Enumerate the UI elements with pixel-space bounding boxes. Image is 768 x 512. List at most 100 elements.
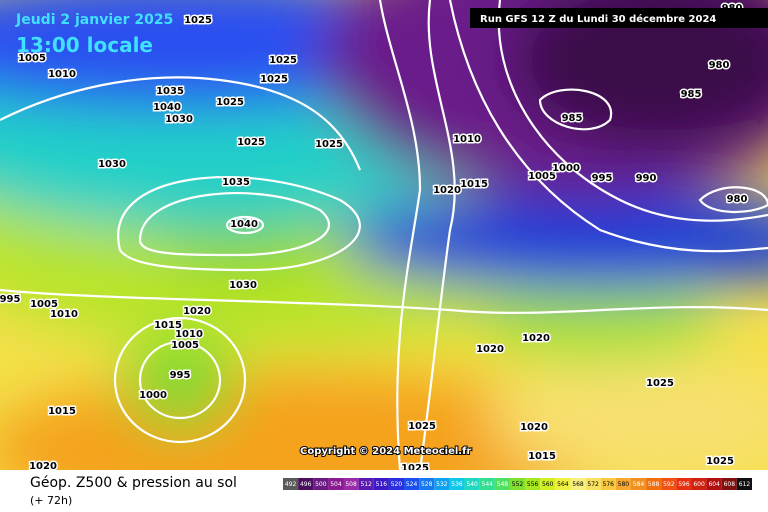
isobar-label: 1010 xyxy=(453,134,481,145)
legend-label: 492 xyxy=(285,481,297,488)
legend-swatch xyxy=(585,478,601,490)
legend-swatch xyxy=(313,478,329,490)
legend-swatch xyxy=(479,478,495,490)
footer-bg xyxy=(0,470,768,512)
isobar-label: 1025 xyxy=(646,378,674,389)
isobar-label: 1010 xyxy=(48,69,76,80)
legend-swatch xyxy=(494,478,510,490)
legend-label: 520 xyxy=(391,481,403,488)
isobar-label: 985 xyxy=(681,89,702,100)
isobar-label: 1010 xyxy=(50,309,78,320)
time-label: 13:00 locale xyxy=(16,33,153,57)
legend: 492 496 500 504 508 512 516 520 524 528 532 536 540 5… xyxy=(283,478,752,490)
legend-label: 544 xyxy=(482,481,494,488)
isobar-label: 1005 xyxy=(171,340,199,351)
legend-swatch xyxy=(646,478,662,490)
isobar-label: 1020 xyxy=(522,333,550,344)
legend-swatch xyxy=(600,478,616,490)
legend-label: 532 xyxy=(436,481,448,488)
legend-label: 572 xyxy=(587,481,599,488)
isobar-label: 995 xyxy=(0,294,20,305)
isobar-label: 1005 xyxy=(18,53,46,64)
isobar-label: 1035 xyxy=(156,86,184,97)
legend-label: 496 xyxy=(300,481,312,488)
legend-swatch xyxy=(404,478,420,490)
legend-swatch xyxy=(570,478,586,490)
isobar-label: 1040 xyxy=(153,102,181,113)
date-label: Jeudi 2 janvier 2025 xyxy=(15,12,173,28)
legend-swatch xyxy=(676,478,692,490)
isobar-label: 1025 xyxy=(408,421,436,432)
legend-label: 580 xyxy=(618,481,630,488)
run-label: Run GFS 12 Z du Lundi 30 décembre 2024 xyxy=(480,13,716,25)
legend-label: 564 xyxy=(557,481,569,488)
legend-label: 548 xyxy=(497,481,509,488)
legend-swatch xyxy=(630,478,647,490)
legend-label: 528 xyxy=(421,481,433,488)
isobar-label: 1005 xyxy=(30,299,58,310)
run-box xyxy=(470,8,768,28)
legend-swatch xyxy=(328,478,344,490)
isobar-label: 985 xyxy=(562,113,583,124)
legend-label: 500 xyxy=(315,481,327,488)
legend-label: 568 xyxy=(572,481,584,488)
legend-label: 540 xyxy=(466,481,478,488)
legend-label: 552 xyxy=(512,481,524,488)
legend-label: 592 xyxy=(663,481,675,488)
isobar-label: 1035 xyxy=(222,177,250,188)
legend-swatch xyxy=(434,478,450,490)
legend-swatch xyxy=(449,478,465,490)
legend-swatch xyxy=(736,478,752,490)
isobar-label: 1020 xyxy=(476,344,504,355)
legend-label: 556 xyxy=(527,481,539,488)
legend-label: 600 xyxy=(693,481,705,488)
isobar-label: 1015 xyxy=(528,451,556,462)
isobar-label: 1040 xyxy=(230,219,258,230)
isobar-label: 1015 xyxy=(154,320,182,331)
legend-label: 508 xyxy=(345,481,357,488)
isobar-label: 1025 xyxy=(237,137,265,148)
isobar-label: 1025 xyxy=(216,97,244,108)
legend-swatch xyxy=(706,478,722,490)
legend-label: 584 xyxy=(633,481,645,488)
legend-swatch xyxy=(555,478,571,490)
legend-swatch xyxy=(373,478,389,490)
isobar-label: 1025 xyxy=(260,74,288,85)
isobar-label: 980 xyxy=(727,194,748,205)
legend-label: 512 xyxy=(360,481,372,488)
isobar-labels: 1025 1005 1010 1025 1025 1035 1040 1025 … xyxy=(0,2,749,476)
legend-swatch xyxy=(540,478,556,490)
isobar-label: 1020 xyxy=(183,306,211,317)
legend-label: 504 xyxy=(330,481,342,488)
isobar-label: 980 xyxy=(709,60,730,71)
legend-label: 612 xyxy=(739,481,751,488)
legend-label: 524 xyxy=(406,481,418,488)
isobars xyxy=(0,0,768,471)
isobar-label: 1000 xyxy=(552,163,580,174)
legend-label: 516 xyxy=(376,481,388,488)
legend-swatch xyxy=(298,478,314,490)
isobar-label: 1030 xyxy=(165,114,193,125)
isobar-label: 1025 xyxy=(706,456,734,467)
isobar-label: 1025 xyxy=(269,55,297,66)
footer-lead: (+ 72h) xyxy=(30,494,72,507)
isobar-label: 1020 xyxy=(520,422,548,433)
copyright: Copyright © 2024 Meteociel.fr xyxy=(300,446,471,457)
legend-swatch xyxy=(721,478,737,490)
legend-swatch xyxy=(464,478,480,490)
legend-swatch xyxy=(283,478,299,490)
isobar-label: 990 xyxy=(636,173,657,184)
isobar-label: 1000 xyxy=(139,390,167,401)
isobar-label: 1010 xyxy=(175,329,203,340)
legend-label: 596 xyxy=(678,481,690,488)
legend-swatch xyxy=(343,478,359,490)
legend-swatch xyxy=(358,478,374,490)
isobar-label: 1030 xyxy=(98,159,126,170)
legend-swatch xyxy=(525,478,541,490)
isobar-label: 1015 xyxy=(460,179,488,190)
legend-label: 588 xyxy=(648,481,660,488)
legend-label: 576 xyxy=(603,481,615,488)
isobar-label: 1015 xyxy=(48,406,76,417)
